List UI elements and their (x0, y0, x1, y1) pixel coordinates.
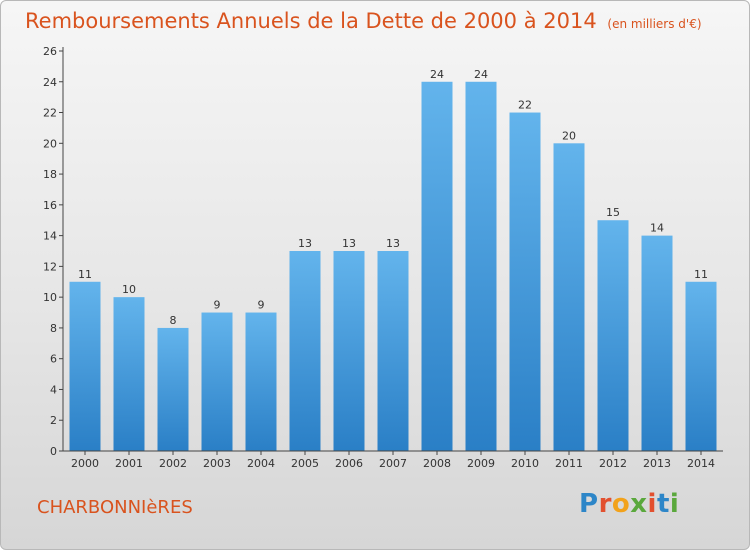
bar-value-label: 24 (430, 68, 444, 81)
x-tick-label: 2012 (599, 457, 627, 470)
bar (685, 281, 717, 451)
x-tick-label: 2010 (511, 457, 539, 470)
y-tick-label: 24 (43, 76, 57, 89)
y-tick-label: 10 (43, 291, 57, 304)
y-tick-label: 20 (43, 137, 57, 150)
proxiti-logo: Proxiti (579, 489, 680, 519)
bar-value-label: 10 (122, 283, 136, 296)
bar-value-label: 14 (650, 222, 664, 235)
bar (421, 81, 453, 452)
y-tick-label: 8 (50, 322, 57, 335)
bar (641, 235, 673, 451)
x-tick-label: 2003 (203, 457, 231, 470)
bar (333, 251, 365, 451)
bar-value-label: 20 (562, 129, 576, 142)
bar-value-label: 11 (78, 268, 92, 281)
y-tick-label: 26 (43, 45, 57, 58)
x-tick-label: 2004 (247, 457, 275, 470)
x-tick-label: 2013 (643, 457, 671, 470)
bar-value-label: 11 (694, 268, 708, 281)
bar-value-label: 8 (170, 314, 177, 327)
bar-value-label: 24 (474, 68, 488, 81)
y-tick-label: 12 (43, 260, 57, 273)
bar (465, 81, 497, 452)
bar (201, 312, 233, 451)
y-tick-label: 18 (43, 168, 57, 181)
x-tick-label: 2005 (291, 457, 319, 470)
chart-unit: (en milliers d'€) (607, 17, 702, 31)
y-tick-label: 4 (50, 383, 57, 396)
y-tick-label: 6 (50, 353, 57, 366)
bar (377, 251, 409, 451)
y-tick-label: 0 (50, 445, 57, 458)
bar-value-label: 22 (518, 99, 532, 112)
bar (553, 143, 585, 452)
x-tick-label: 2009 (467, 457, 495, 470)
x-tick-label: 2002 (159, 457, 187, 470)
bar-value-label: 9 (214, 299, 221, 312)
bar (509, 112, 541, 452)
bar-value-label: 13 (386, 237, 400, 250)
bar (157, 327, 189, 451)
y-tick-label: 2 (50, 414, 57, 427)
x-tick-label: 2011 (555, 457, 583, 470)
x-tick-label: 2007 (379, 457, 407, 470)
x-tick-label: 2014 (687, 457, 715, 470)
y-tick-label: 22 (43, 107, 57, 120)
bar (113, 297, 145, 451)
bar-value-label: 15 (606, 206, 620, 219)
y-tick-label: 14 (43, 230, 57, 243)
bar-value-label: 13 (342, 237, 356, 250)
bar (597, 220, 629, 451)
x-tick-label: 2000 (71, 457, 99, 470)
bar (289, 251, 321, 451)
bar-value-label: 13 (298, 237, 312, 250)
bar-value-label: 9 (258, 299, 265, 312)
chart-title: Remboursements Annuels de la Dette de 20… (25, 9, 702, 33)
bar (245, 312, 277, 451)
commune-name: CHARBONNIèRES (37, 497, 193, 518)
x-tick-label: 2008 (423, 457, 451, 470)
y-tick-label: 16 (43, 199, 57, 212)
bar (69, 281, 101, 451)
chart-title-text: Remboursements Annuels de la Dette de 20… (25, 9, 597, 33)
x-tick-label: 2001 (115, 457, 143, 470)
x-tick-label: 2006 (335, 457, 363, 470)
